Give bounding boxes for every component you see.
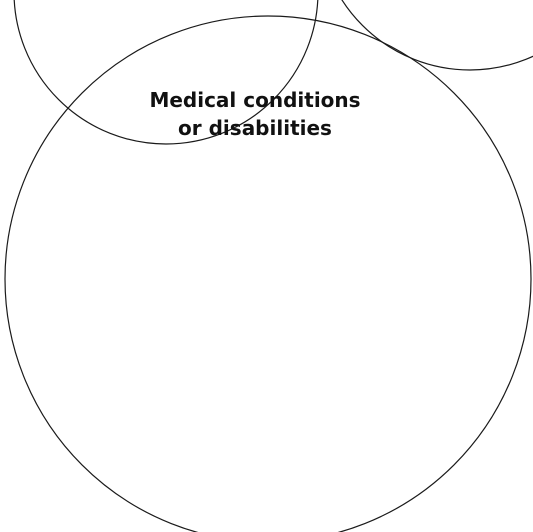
medical-conditions-label: Medical conditions or disabilities [120, 86, 390, 142]
upper-left-circle [13, 0, 319, 145]
upper-right-circle [341, 0, 533, 71]
label-line-2: or disabilities [178, 116, 332, 140]
medical-conditions-circle [4, 15, 532, 532]
label-line-1: Medical conditions [149, 88, 361, 112]
